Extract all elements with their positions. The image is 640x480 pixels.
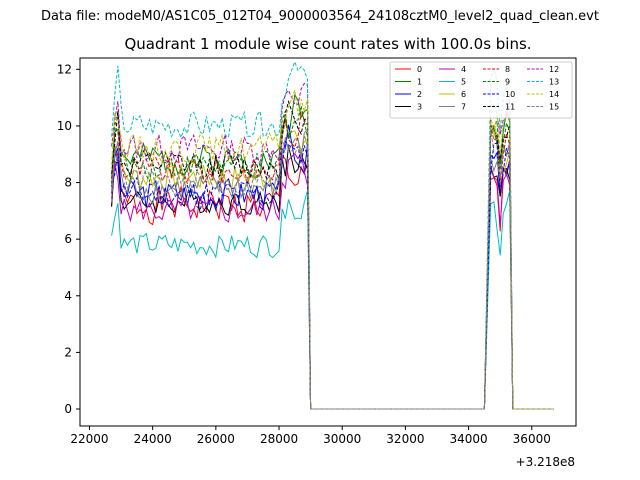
legend-label-2: 2: [417, 90, 422, 99]
legend-label-8: 8: [505, 65, 510, 74]
legend-label-11: 11: [505, 103, 515, 112]
legend-label-7: 7: [461, 103, 466, 112]
x-tick-label: 36000: [513, 432, 551, 446]
y-tick-label: 12: [57, 62, 72, 76]
legend-label-4: 4: [461, 65, 466, 74]
x-axis: 22000 24000 26000 28000 30000 32000 34000 36000: [70, 426, 551, 446]
x-tick-label: 28000: [260, 432, 298, 446]
legend-label-13: 13: [549, 78, 559, 87]
plot-lines: [111, 60, 554, 410]
series-line-15: [111, 128, 554, 410]
legend-label-14: 14: [549, 90, 559, 99]
x-tick-label: 32000: [386, 432, 424, 446]
legend-label-1: 1: [417, 78, 422, 87]
chart-title: Quadrant 1 module wise count rates with …: [124, 35, 531, 53]
y-axis: 0 2 4 6 8 10 12: [57, 62, 80, 416]
x-tick-label: 30000: [323, 432, 361, 446]
legend-label-3: 3: [417, 103, 422, 112]
legend-label-9: 9: [505, 78, 510, 87]
y-tick-label: 0: [64, 402, 72, 416]
y-tick-label: 10: [57, 119, 72, 133]
y-tick-label: 6: [64, 232, 72, 246]
x-tick-label: 26000: [197, 432, 235, 446]
legend-label-0: 0: [417, 65, 422, 74]
y-tick-label: 4: [64, 289, 72, 303]
chart-suptitle: Data file: modeM0/AS1C05_012T04_90000035…: [41, 9, 599, 24]
y-tick-label: 8: [64, 176, 72, 190]
legend-label-5: 5: [461, 78, 466, 87]
y-tick-label: 2: [64, 345, 72, 359]
x-tick-label: 22000: [70, 432, 108, 446]
x-offset-label: +3.218e8: [516, 455, 575, 469]
x-tick-label: 34000: [449, 432, 487, 446]
legend-label-6: 6: [461, 90, 466, 99]
legend-box: [389, 61, 573, 119]
legend-label-10: 10: [505, 90, 515, 99]
legend-label-12: 12: [549, 65, 559, 74]
x-tick-label: 24000: [134, 432, 172, 446]
legend-label-15: 15: [549, 103, 559, 112]
plot-frame: [79, 57, 577, 427]
